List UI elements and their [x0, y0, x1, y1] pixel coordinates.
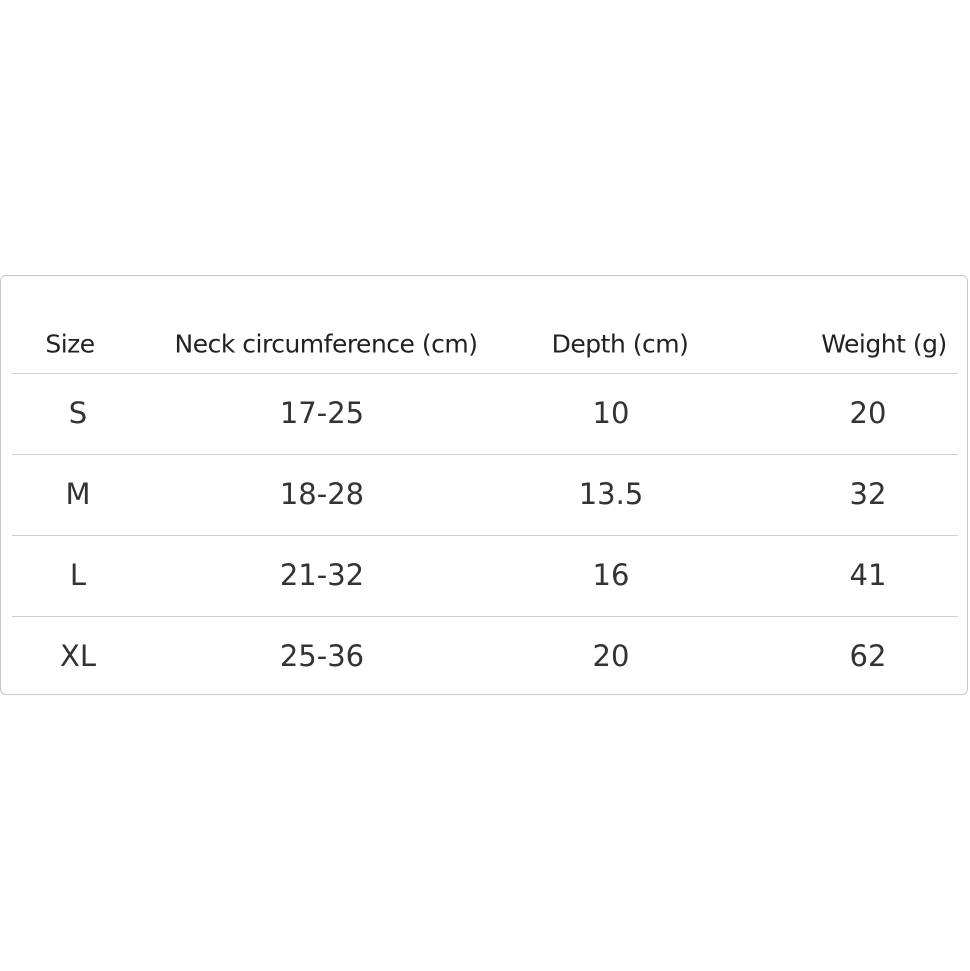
- table-cell: 13.5: [578, 477, 644, 511]
- table-cell: 41: [849, 558, 887, 592]
- row-divider: [12, 373, 958, 374]
- table-cell: 10: [592, 396, 630, 430]
- table-cell: 32: [849, 477, 887, 511]
- column-header: Weight (g): [821, 329, 947, 359]
- table-cell: 25-36: [279, 639, 365, 673]
- size-table: [0, 275, 968, 695]
- column-header: Neck circumference (cm): [174, 329, 478, 359]
- table-cell: 20: [592, 639, 630, 673]
- table-cell: 17-25: [279, 396, 365, 430]
- row-divider: [12, 454, 958, 455]
- row-divider: [12, 616, 958, 617]
- table-cell: 21-32: [279, 558, 365, 592]
- row-divider: [12, 535, 958, 536]
- table-cell: S: [68, 396, 88, 430]
- table-cell: XL: [59, 639, 97, 673]
- column-header: Size: [45, 329, 95, 359]
- table-cell: 62: [849, 639, 887, 673]
- table-cell: 16: [592, 558, 630, 592]
- table-cell: 18-28: [279, 477, 365, 511]
- table-cell: 20: [849, 396, 887, 430]
- table-cell: M: [65, 477, 91, 511]
- table-cell: L: [69, 558, 87, 592]
- column-header: Depth (cm): [551, 329, 689, 359]
